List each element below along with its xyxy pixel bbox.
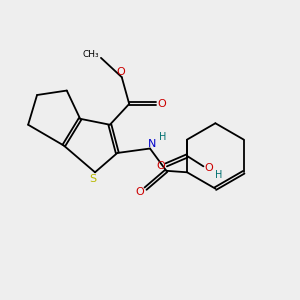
Text: O: O (116, 67, 125, 77)
Text: O: O (157, 99, 166, 109)
Text: O: O (204, 163, 213, 173)
Text: H: H (159, 132, 166, 142)
Text: H: H (214, 170, 222, 180)
Text: O: O (157, 161, 165, 171)
Text: S: S (89, 174, 96, 184)
Text: N: N (148, 139, 157, 149)
Text: CH₃: CH₃ (82, 50, 99, 59)
Text: O: O (136, 187, 145, 197)
